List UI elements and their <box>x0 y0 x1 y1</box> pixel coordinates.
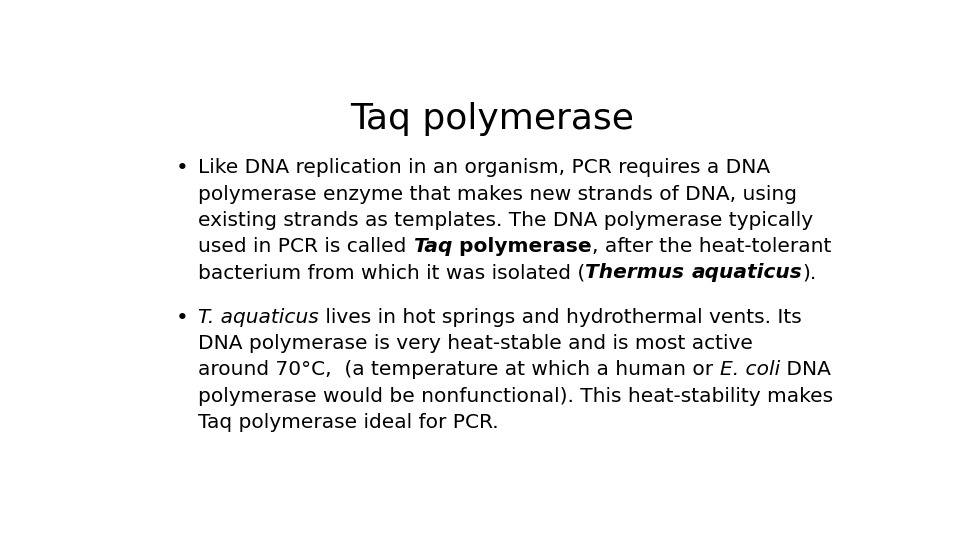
Text: DNA: DNA <box>780 360 830 380</box>
Text: existing strands as templates. The DNA polymerase typically: existing strands as templates. The DNA p… <box>198 211 813 229</box>
Text: around 70°C,  (a temperature at which a human or: around 70°C, (a temperature at which a h… <box>198 360 720 380</box>
Text: T. aquaticus: T. aquaticus <box>198 308 319 327</box>
Text: ).: ). <box>803 263 816 282</box>
Text: lives in hot springs and hydrothermal vents. Its: lives in hot springs and hydrothermal ve… <box>319 308 802 327</box>
Text: E. coli: E. coli <box>720 360 780 380</box>
Text: used in PCR is called: used in PCR is called <box>198 237 413 256</box>
Text: polymerase would be nonfunctional). This heat-stability makes: polymerase would be nonfunctional). This… <box>198 387 833 406</box>
Text: aquaticus: aquaticus <box>691 263 803 282</box>
Text: polymerase enzyme that makes new strands of DNA, using: polymerase enzyme that makes new strands… <box>198 185 797 204</box>
Text: •: • <box>176 158 188 178</box>
Text: Taq polymerase ideal for PCR.: Taq polymerase ideal for PCR. <box>198 413 499 432</box>
Text: Thermus: Thermus <box>586 263 691 282</box>
Text: Taq: Taq <box>413 237 452 256</box>
Text: , after the heat-tolerant: , after the heat-tolerant <box>592 237 831 256</box>
Text: Like DNA replication in an organism, PCR requires a DNA: Like DNA replication in an organism, PCR… <box>198 158 770 177</box>
Text: Taq polymerase: Taq polymerase <box>350 102 634 136</box>
Text: •: • <box>176 308 188 328</box>
Text: DNA polymerase is very heat-stable and is most active: DNA polymerase is very heat-stable and i… <box>198 334 753 353</box>
Text: bacterium from which it was isolated (: bacterium from which it was isolated ( <box>198 263 586 282</box>
Text: polymerase: polymerase <box>452 237 592 256</box>
